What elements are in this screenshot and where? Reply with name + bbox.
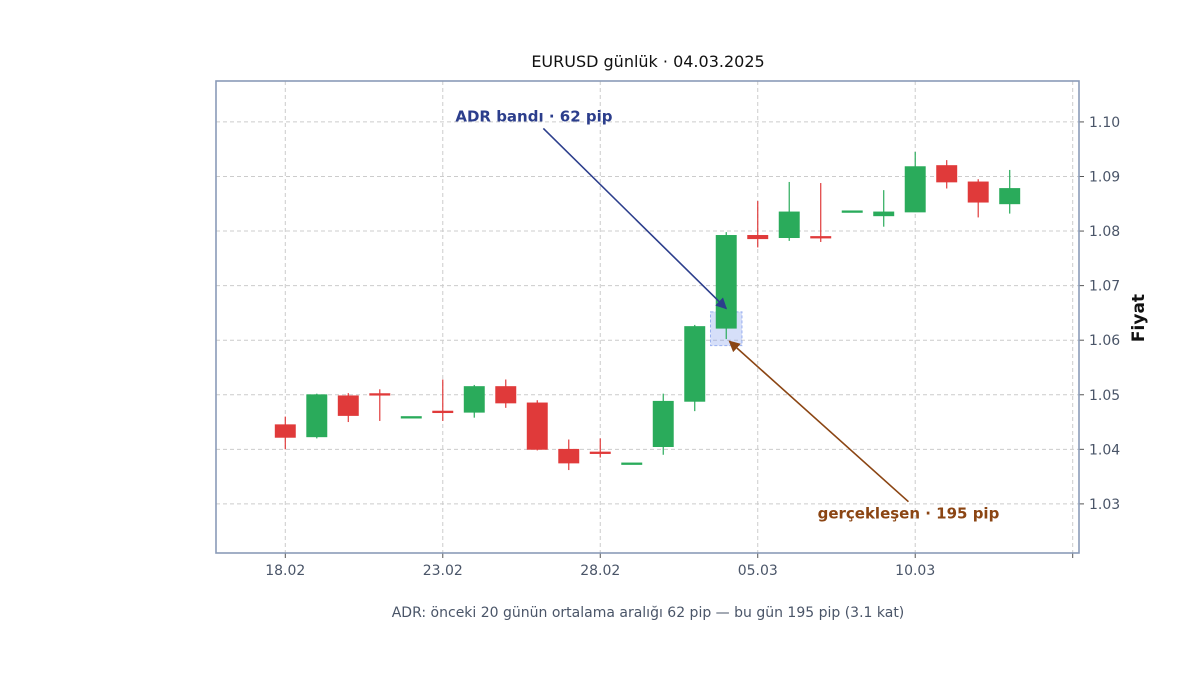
candle-body [621, 462, 643, 465]
candle-body [495, 386, 517, 404]
candle-body [810, 236, 832, 239]
candle-body [873, 211, 895, 217]
y-tick-label: 1.04 [1089, 442, 1120, 458]
candle-body [936, 165, 958, 183]
candle-body [589, 451, 611, 454]
x-tick-label: 23.02 [423, 563, 463, 579]
candle-body [652, 400, 674, 447]
realized-range-annotation-label: gerçekleşen · 195 pip [818, 505, 1000, 523]
candle-body [715, 235, 737, 329]
x-tick-label: 28.02 [580, 563, 620, 579]
y-tick-label: 1.09 [1089, 169, 1120, 185]
candle-body [778, 211, 800, 239]
candle-body [967, 181, 989, 203]
chart-title: EURUSD günlük · 04.03.2025 [531, 52, 764, 71]
candle-body [684, 326, 706, 402]
axes-layer: 1.03 1.04 1.05 1.06 1.07 1.08 1.09 1.10 18.02 23.… [265, 115, 1120, 579]
chart-caption: ADR: önceki 20 günün ortalama aralığı 62… [392, 605, 905, 621]
candle-body [558, 448, 580, 464]
y-tick-label: 1.07 [1089, 279, 1120, 295]
y-axis-label: Fiyat [1129, 294, 1149, 342]
y-tick-label: 1.08 [1089, 224, 1120, 240]
candle-body [306, 394, 328, 438]
y-tick-label: 1.03 [1089, 497, 1120, 513]
candle-body [432, 410, 454, 414]
x-tick-label: 18.02 [265, 563, 305, 579]
adr-band-annotation-arrow [542, 127, 728, 310]
y-tick-label: 1.06 [1089, 333, 1120, 349]
candle-body [369, 393, 391, 396]
candle-body [337, 395, 359, 416]
adr-band-annotation-label: ADR bandı · 62 pip [455, 107, 612, 125]
y-tick-label: 1.10 [1089, 115, 1120, 131]
realized-range-annotation-arrow [728, 340, 909, 503]
candle-body [526, 402, 548, 450]
candle-body [747, 235, 769, 240]
candle-body [463, 386, 485, 413]
candle-body [274, 424, 296, 438]
x-tick-label: 05.03 [738, 563, 778, 579]
candle-body [999, 188, 1021, 205]
plot-frame [215, 80, 1080, 554]
grid-layer [216, 81, 1079, 553]
y-tick-label: 1.05 [1089, 388, 1120, 404]
annotations-layer: ADR bandı · 62 pip gerçekleşen · 195 pip [455, 107, 999, 522]
candle-body [841, 210, 863, 213]
candles-layer [274, 151, 1021, 471]
candle-body [400, 416, 422, 419]
candle-body [904, 166, 926, 213]
x-tick-label: 10.03 [895, 563, 935, 579]
